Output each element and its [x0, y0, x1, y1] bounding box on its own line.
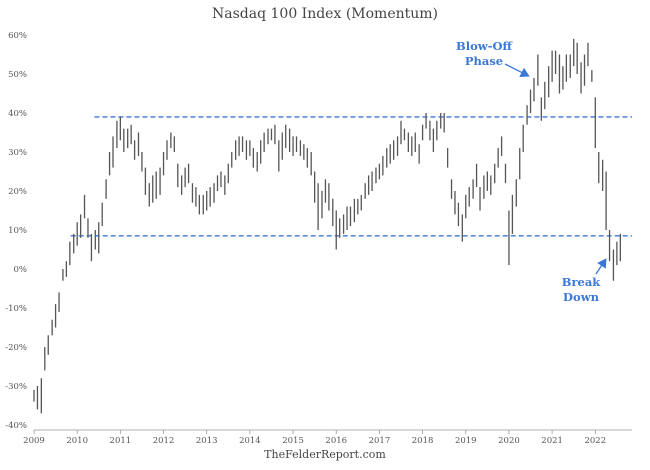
source-credit: TheFelderReport.com [264, 448, 386, 461]
y-tick-label: -10% [5, 304, 27, 314]
chart-title: Nasdaq 100 Index (Momentum) [212, 6, 438, 22]
x-tick-label: 2009 [23, 436, 45, 446]
range-bars [33, 38, 621, 414]
x-tick-label: 2016 [325, 436, 347, 446]
annotation-line: Break [562, 275, 602, 289]
y-tick-label: -20% [5, 343, 27, 353]
annotation-line: Blow-Off [456, 39, 513, 53]
x-tick-label: 2015 [282, 436, 304, 446]
x-tick-label: 2013 [196, 436, 218, 446]
y-tick-label: 60% [8, 31, 27, 41]
x-tick-label: 2019 [455, 436, 477, 446]
y-tick-label: -40% [5, 421, 27, 431]
y-tick-label: -30% [5, 382, 27, 392]
x-tick-label: 2010 [66, 436, 88, 446]
x-tick-label: 2014 [239, 436, 261, 446]
y-tick-label: 50% [8, 70, 27, 80]
y-tick-label: 0% [14, 265, 28, 275]
x-tick-label: 2018 [412, 436, 434, 446]
annotation-arrow [595, 258, 607, 275]
y-tick-label: 10% [8, 226, 27, 236]
x-tick-label: 2022 [584, 436, 606, 446]
x-tick-label: 2012 [153, 436, 175, 446]
axis-layer: -40% -30% -20% -10% 0% 10% 20% 30% 40% 50% 60% 2009… [5, 31, 632, 446]
x-tick-label: 2011 [110, 436, 132, 446]
annotation-arrow [504, 63, 530, 78]
y-tick-label: 40% [8, 109, 27, 119]
x-tick-label: 2017 [369, 436, 391, 446]
reference-lines [70, 116, 632, 237]
annotation-line: Phase [465, 54, 503, 68]
y-tick-label: 20% [8, 187, 27, 197]
x-tick-label: 2021 [541, 436, 563, 446]
y-tick-label: 30% [8, 148, 27, 158]
annotation-line: Down [563, 290, 600, 304]
x-tick-label: 2020 [498, 436, 520, 446]
